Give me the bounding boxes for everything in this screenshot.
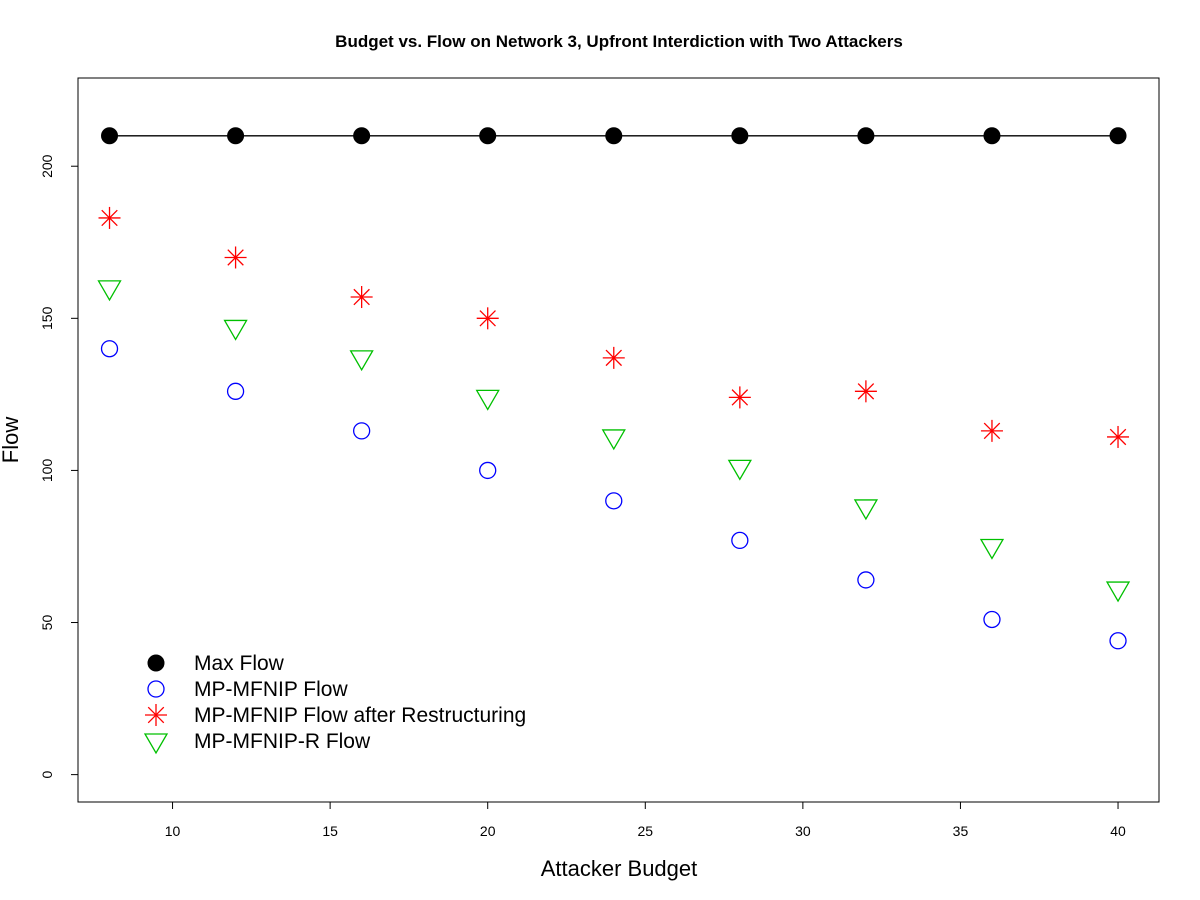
data-point: [983, 127, 1001, 145]
data-point: [352, 422, 371, 440]
chart-title: Budget vs. Flow on Network 3, Upfront In…: [335, 32, 903, 51]
data-point: [854, 380, 877, 403]
data-point: [479, 127, 497, 145]
plot-frame: [77, 77, 1160, 803]
data-point: [605, 127, 623, 145]
x-tick-label: 20: [480, 823, 496, 839]
legend-item: MP-MFNIP Flow after Restructuring: [145, 704, 526, 727]
data-point: [479, 461, 497, 480]
data-point: [601, 429, 626, 451]
legend-item: MP-MFNIP-R Flow: [143, 730, 371, 755]
data-point: [475, 389, 500, 411]
y-tick-label: 200: [39, 154, 55, 178]
data-point: [97, 280, 122, 302]
legend-item: Max Flow: [147, 652, 285, 675]
data-point: [727, 459, 752, 481]
legend: Max Flow MP-MFNIP Flow MP-MFNIP Flow after…: [143, 652, 526, 755]
data-point: [100, 340, 119, 358]
legend-item: MP-MFNIP Flow: [147, 678, 348, 701]
data-point: [857, 127, 875, 145]
y-axis-label: Flow: [0, 417, 23, 464]
data-point: [350, 286, 373, 309]
data-point: [226, 382, 245, 400]
y-tick-label: 50: [39, 615, 55, 631]
series-mp-mfnip-flow: [100, 340, 1127, 650]
data-point: [224, 246, 247, 269]
x-tick-label: 30: [795, 823, 811, 839]
data-point: [1109, 632, 1127, 650]
data-point: [476, 307, 499, 330]
x-tick-label: 10: [165, 823, 181, 839]
legend-label: Max Flow: [194, 652, 285, 675]
data-point: [602, 346, 625, 369]
data-point: [983, 610, 1001, 629]
x-axis-label: Attacker Budget: [541, 856, 698, 881]
data-point: [1107, 425, 1130, 448]
data-point: [1105, 581, 1131, 603]
y-tick-label: 100: [39, 459, 55, 483]
legend-marker: [145, 704, 167, 726]
data-point: [728, 386, 751, 409]
legend-label: MP-MFNIP Flow after Restructuring: [194, 704, 526, 727]
x-tick-label: 35: [953, 823, 969, 839]
series-max-flow: [101, 127, 1127, 145]
series-mp-mfnip-flow-after-restructuring: [98, 206, 1130, 448]
data-point: [227, 127, 245, 145]
x-tick-label: 15: [322, 823, 338, 839]
plot-marks: [97, 127, 1131, 650]
data-point: [857, 571, 875, 589]
data-point: [980, 419, 1003, 442]
y-tick-label: 150: [39, 306, 55, 330]
data-point: [605, 492, 623, 510]
legend-marker: [147, 680, 165, 698]
legend-label: MP-MFNIP Flow: [194, 678, 348, 701]
data-point: [353, 127, 371, 145]
x-axis: 10 15 20 25 30 35 40: [165, 802, 1126, 839]
y-tick-label: 0: [39, 771, 55, 779]
x-tick-label: 25: [637, 823, 653, 839]
data-point: [98, 206, 121, 229]
legend-marker: [143, 733, 169, 755]
data-point: [223, 319, 248, 341]
data-point: [979, 538, 1005, 560]
series-mp-mfnip-r-flow: [97, 280, 1131, 603]
legend-label: MP-MFNIP-R Flow: [194, 730, 371, 753]
data-point: [853, 499, 879, 521]
legend-marker: [147, 654, 165, 672]
data-point: [731, 127, 749, 145]
x-tick-label: 40: [1110, 823, 1126, 839]
data-point: [101, 127, 119, 145]
data-point: [349, 350, 374, 372]
y-axis: 0 50 100 150 200: [39, 154, 78, 779]
data-point: [731, 531, 749, 550]
data-point: [1109, 127, 1127, 145]
